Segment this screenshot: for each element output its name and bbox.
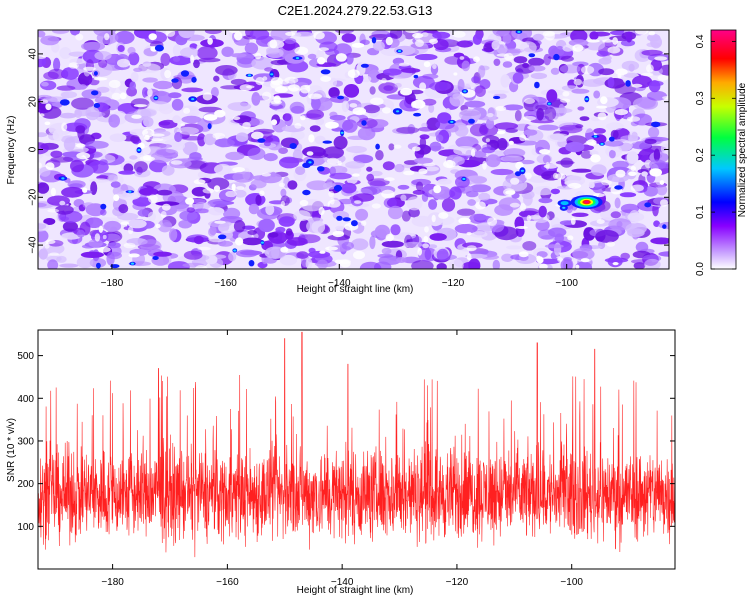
snr-panel: −180 −160 −140 −120 −100 100 200 300 400 500 Hei… [6,329,676,596]
x-tick-label: −140 [331,577,354,588]
y-tick-label: 0 [28,146,39,152]
snr-y-axis: 100 200 300 400 500 [17,351,675,533]
y-tick-label: 500 [17,351,34,362]
snr-ylabel: SNR (10 * v/v) [6,418,17,482]
x-tick-label: −180 [101,577,124,588]
y-tick-label: 300 [17,436,34,447]
chart-title: C2E1.2024.279.22.53.G13 [278,3,433,18]
colorbar-tick-label: 0.0 [695,262,706,276]
x-tick-label: −120 [446,577,469,588]
y-tick-label: 100 [17,522,34,533]
y-tick-label: 40 [28,48,39,60]
heatmap-field [38,30,669,269]
x-tick-label: −160 [214,278,237,289]
y-tick-label: 20 [28,96,39,108]
heatmap-x-axis: −180 −160 −140 −120 −100 [101,30,578,289]
x-tick-label: −180 [101,278,124,289]
heatmap-peak [584,200,589,204]
y-tick-label: 400 [17,394,34,405]
heatmap-y-axis: −40 −20 0 20 40 [28,48,669,254]
heatmap-xlabel: Height of straight line (km) [297,284,414,295]
y-tick-label: −40 [28,236,39,253]
colorbar-ticks: 0.0 0.1 0.2 0.3 0.4 [695,34,736,276]
y-tick-label: −20 [28,188,39,205]
colorbar-gradient [711,30,736,269]
colorbar-tick-label: 0.4 [695,34,706,48]
snr-series-line [38,331,675,558]
heatmap-panel: −180 −160 −140 −120 −100 −40 −20 0 20 40 Height … [6,29,670,295]
colorbar-tick-label: 0.1 [695,205,706,219]
y-tick-label: 200 [17,479,34,490]
x-tick-label: −100 [560,577,583,588]
snr-x-axis: −180 −160 −140 −120 −100 [101,330,583,588]
heatmap-ylabel: Frequency (Hz) [6,116,17,185]
x-tick-label: −100 [555,278,578,289]
colorbar: 0.0 0.1 0.2 0.3 0.4 Normalized spectral ampl… [695,29,748,276]
colorbar-tick-label: 0.3 [695,91,706,105]
snr-xlabel: Height of straight line (km) [297,585,414,596]
colorbar-tick-label: 0.2 [695,148,706,162]
colorbar-label: Normalized spectral amplitude [737,82,748,217]
x-tick-label: −120 [442,278,465,289]
x-tick-label: −160 [216,577,239,588]
x-tick-label: −140 [328,278,351,289]
